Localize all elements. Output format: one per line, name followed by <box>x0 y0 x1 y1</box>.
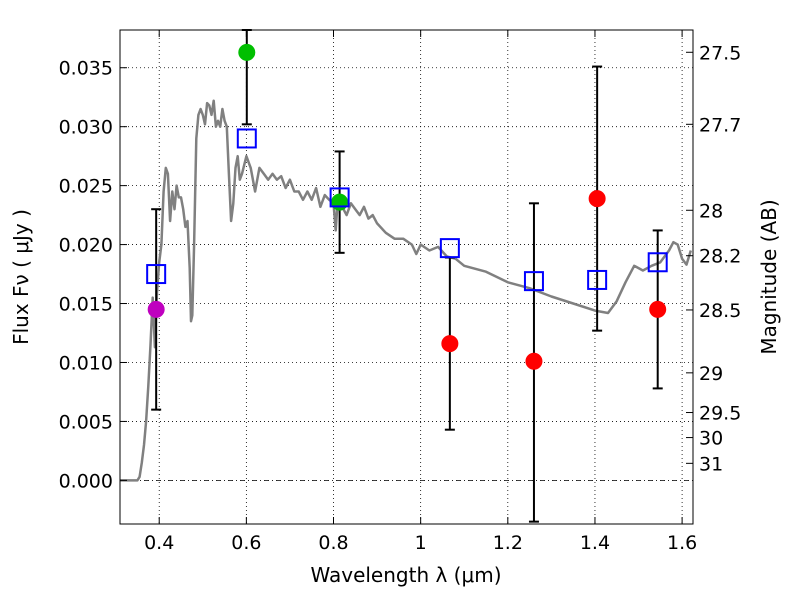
model-flux-marker-3 <box>439 238 460 259</box>
magnitude-tick-label-4: 28.5 <box>699 300 741 322</box>
y-tick-label-4: 0.020 <box>59 235 113 257</box>
y-axis-label: Flux Fν ( μJy ) <box>9 209 33 345</box>
y-axis-ticks: 0.000 0.005 0.010 0.015 0.020 0.025 0.030 0.035 <box>59 58 127 492</box>
magnitude-tick-label-5: 29 <box>699 363 723 385</box>
photometry-point-1 <box>238 43 256 61</box>
plot-frame <box>119 29 694 525</box>
y-tick-label-3: 0.015 <box>59 294 113 316</box>
magnitude-tick-label-3: 28.2 <box>699 246 741 268</box>
photometry-point-0 <box>147 300 165 318</box>
x-tick-label-2: 0.8 <box>318 532 348 554</box>
photometry-point-5 <box>588 190 606 208</box>
y-tick-label-6: 0.030 <box>59 117 113 139</box>
x-tick-label-1: 0.6 <box>231 532 261 554</box>
magnitude-tick-label-0: 27.5 <box>699 42 741 64</box>
model-flux-marker-5 <box>587 269 608 290</box>
photometry-point-3 <box>441 335 459 353</box>
sed-model-curve <box>120 99 692 482</box>
x-tick-label-6: 1.6 <box>667 532 697 554</box>
photometry-point-2 <box>331 193 349 211</box>
model-flux-marker-4 <box>523 271 544 292</box>
magnitude-tick-label-6: 29.5 <box>699 403 741 425</box>
magnitude-axis-label: Magnitude (AB) <box>757 199 781 354</box>
y-tick-label-2: 0.010 <box>59 352 113 374</box>
model-flux-markers <box>146 128 668 292</box>
x-tick-label-4: 1.2 <box>493 532 523 554</box>
sed-model-line <box>120 99 692 482</box>
magnitude-tick-label-1: 27.7 <box>699 114 741 136</box>
photometry-point-6 <box>649 300 667 318</box>
y-tick-label-5: 0.025 <box>59 176 113 198</box>
x-tick-label-5: 1.4 <box>580 532 610 554</box>
model-flux-marker-1 <box>236 128 257 149</box>
y-tick-label-7: 0.035 <box>59 58 113 80</box>
x-tick-label-0: 0.4 <box>144 532 174 554</box>
y-tick-label-1: 0.005 <box>59 411 113 433</box>
magnitude-tick-label-2: 28 <box>699 200 723 222</box>
model-flux-marker-2 <box>329 187 350 208</box>
magnitude-tick-label-8: 31 <box>699 453 723 475</box>
x-tick-label-3: 1 <box>415 532 427 554</box>
model-flux-marker-0 <box>146 264 167 285</box>
model-flux-marker-6 <box>647 252 668 273</box>
magnitude-axis-ticks: 27.5 27.7 28 28.2 28.5 29 29.5 30 31 <box>686 42 741 475</box>
x-axis-label: Wavelength λ (μm) <box>310 563 501 587</box>
photometry-point-4 <box>525 352 543 370</box>
y-tick-label-0: 0.000 <box>59 470 113 492</box>
magnitude-tick-label-7: 30 <box>699 428 723 450</box>
x-axis-ticks: 0.4 0.6 0.8 1 1.2 1.4 1.6 <box>144 30 697 554</box>
